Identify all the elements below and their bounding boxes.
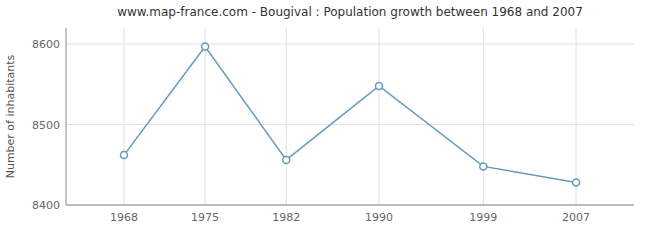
point <box>480 163 487 170</box>
y-axis-line <box>66 28 67 205</box>
x-tick-label: 1968 <box>110 211 138 224</box>
series <box>120 43 579 186</box>
y-axis-label: Number of inhabitants <box>4 54 17 178</box>
x-grid-line <box>286 28 287 205</box>
title: www.map-france.com - Bougival : Populati… <box>117 5 583 19</box>
grid <box>66 28 634 205</box>
y-tick-label: 8500 <box>32 119 60 132</box>
y-tick-label: 8400 <box>32 199 60 212</box>
y-grid-line <box>66 124 634 125</box>
point <box>573 179 580 186</box>
point <box>375 82 382 89</box>
x-tick-label: 1982 <box>272 211 300 224</box>
x-axis-line <box>66 205 634 206</box>
point <box>283 156 290 163</box>
x-grid-line <box>483 28 484 205</box>
x-grid-line <box>378 28 379 205</box>
x-grid-line <box>205 28 206 205</box>
y-grid-line <box>66 44 634 45</box>
x-tick-label: 1975 <box>191 211 219 224</box>
point <box>120 152 127 159</box>
x-grid-line <box>123 28 124 205</box>
chart: www.map-france.com - Bougival : Populati… <box>0 0 650 229</box>
y-tick-label: 8600 <box>32 38 60 51</box>
x-tick-label: 1990 <box>365 211 393 224</box>
point <box>202 43 209 50</box>
x-tick-label: 2007 <box>562 211 590 224</box>
y-grid-line <box>66 205 634 206</box>
x-tick-label: 1999 <box>469 211 497 224</box>
line <box>124 47 576 183</box>
